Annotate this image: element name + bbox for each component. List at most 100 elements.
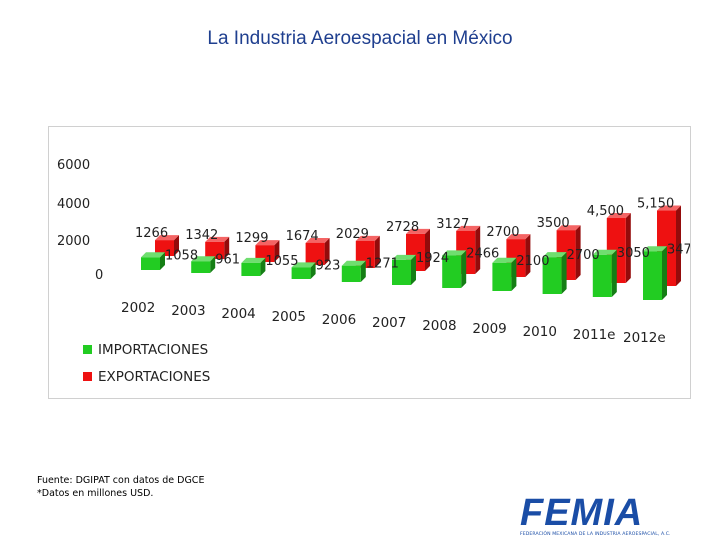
export-bar-top [657, 205, 681, 211]
export-data-label: 1674 [286, 229, 319, 244]
export-bar [205, 241, 225, 259]
import-bar-side [561, 252, 567, 294]
import-bar-side [360, 260, 366, 282]
import-bar-side [461, 250, 467, 288]
import-data-label: 2700 [567, 248, 600, 263]
export-bar [305, 242, 325, 265]
export-data-label: 5,150 [637, 197, 674, 212]
export-data-label: 1342 [185, 228, 218, 243]
import-data-label: 1055 [265, 254, 298, 269]
export-bar-top [155, 235, 179, 241]
y-tick-label: 2000 [57, 234, 90, 249]
femia-logo: FEMIA FEDERACIÓN MEXICANA DE LA INDUSTRI… [516, 492, 716, 540]
source-note: Fuente: DGIPAT con datos de DGCE [37, 475, 205, 486]
bar-chart: 0 2000 4000 6000 2002 2003 2004 2005 2006 2007 200… [57, 158, 690, 385]
legend-label: IMPORTACIONES [98, 342, 208, 358]
chart-frame: 0 2000 4000 6000 2002 2003 2004 2005 2006 2007 200… [48, 126, 691, 399]
export-bar-side [475, 225, 481, 274]
export-bar-top [456, 225, 481, 231]
export-data-label: 2728 [386, 220, 419, 235]
y-tick-label: 4000 [57, 197, 90, 212]
import-data-label: 3050 [617, 246, 650, 261]
import-bar-side [260, 257, 266, 276]
import-bar-top [191, 256, 216, 262]
legend-swatch [83, 345, 92, 354]
import-bar-side [160, 252, 165, 270]
export-bar-side [575, 225, 581, 280]
import-bar-side [411, 254, 416, 285]
import-bar [442, 255, 462, 288]
logo-subtitle: FEDERACIÓN MEXICANA DE LA INDUSTRIA AERO… [520, 532, 671, 537]
export-bar-side [274, 240, 280, 262]
x-tick-label: 2008 [422, 318, 456, 334]
x-tick-label: 2003 [171, 303, 205, 319]
import-bar-side [662, 246, 667, 300]
export-bar-side [374, 235, 380, 268]
import-bar [392, 259, 411, 285]
import-bar [542, 257, 562, 294]
export-bar-side [525, 234, 531, 277]
x-tick-label: 2012e [623, 330, 666, 346]
export-bar [155, 240, 174, 256]
x-tick-label: 2011e [573, 327, 616, 343]
export-data-label: 3127 [436, 217, 469, 232]
import-bar-top [592, 249, 617, 255]
import-bar [341, 265, 361, 282]
import-data-label: 2466 [466, 246, 499, 261]
import-bar-side [210, 256, 216, 273]
export-bar-top [205, 236, 230, 242]
slide-title: La Industria Aeroespacial en México [207, 28, 513, 49]
import-data-label: 923 [316, 258, 341, 273]
export-bar-side [425, 228, 430, 271]
import-bar [191, 261, 211, 273]
import-bar [241, 262, 261, 276]
export-bar [255, 245, 275, 262]
import-bar [592, 254, 612, 297]
export-bar-side [324, 237, 330, 265]
import-bar [141, 257, 160, 270]
import-bar-top [643, 246, 667, 252]
import-bar-top [442, 250, 467, 256]
import-data-label: 3470 [667, 242, 690, 257]
import-bar-top [341, 260, 366, 266]
export-bar-side [224, 236, 230, 259]
export-bar-top [255, 240, 280, 246]
import-data-label: 1271 [366, 257, 399, 272]
export-bar-top [406, 228, 430, 234]
import-bar-top [141, 252, 165, 258]
x-tick-label: 2005 [272, 309, 306, 325]
x-tick-label: 2004 [221, 306, 255, 322]
import-bar-top [392, 254, 416, 260]
legend-swatch [83, 372, 92, 381]
y-tick-label: 0 [95, 268, 103, 283]
export-data-label: 1299 [235, 231, 268, 246]
import-data-label: 1058 [165, 248, 198, 263]
import-bar-top [241, 257, 266, 263]
export-data-label: 2700 [486, 225, 519, 240]
export-bar-top [506, 234, 531, 240]
import-bar-side [611, 249, 617, 297]
export-bar-top [606, 213, 631, 219]
import-data-label: 2100 [516, 254, 549, 269]
export-bar-side [174, 235, 179, 256]
export-data-label: 3500 [537, 216, 570, 231]
import-bar-side [511, 257, 517, 291]
import-data-label: 1924 [416, 251, 449, 266]
x-tick-label: 2009 [472, 321, 506, 337]
logo-wordmark: FEMIA [520, 492, 644, 534]
import-bar-top [542, 252, 567, 258]
import-bar-top [492, 257, 517, 263]
units-note: *Datos en millones USD. [37, 488, 154, 499]
x-tick-label: 2006 [322, 312, 356, 328]
export-bar-top [355, 235, 380, 241]
y-tick-label: 6000 [57, 158, 90, 173]
export-data-label: 4,500 [587, 204, 624, 219]
export-data-label: 1266 [135, 226, 168, 241]
x-tick-label: 2007 [372, 315, 406, 331]
import-bar [643, 251, 662, 300]
export-bar-top [556, 225, 581, 231]
export-data-label: 2029 [336, 227, 369, 242]
export-bar-side [676, 205, 681, 286]
import-bar [291, 267, 311, 279]
export-bar-side [625, 213, 631, 283]
